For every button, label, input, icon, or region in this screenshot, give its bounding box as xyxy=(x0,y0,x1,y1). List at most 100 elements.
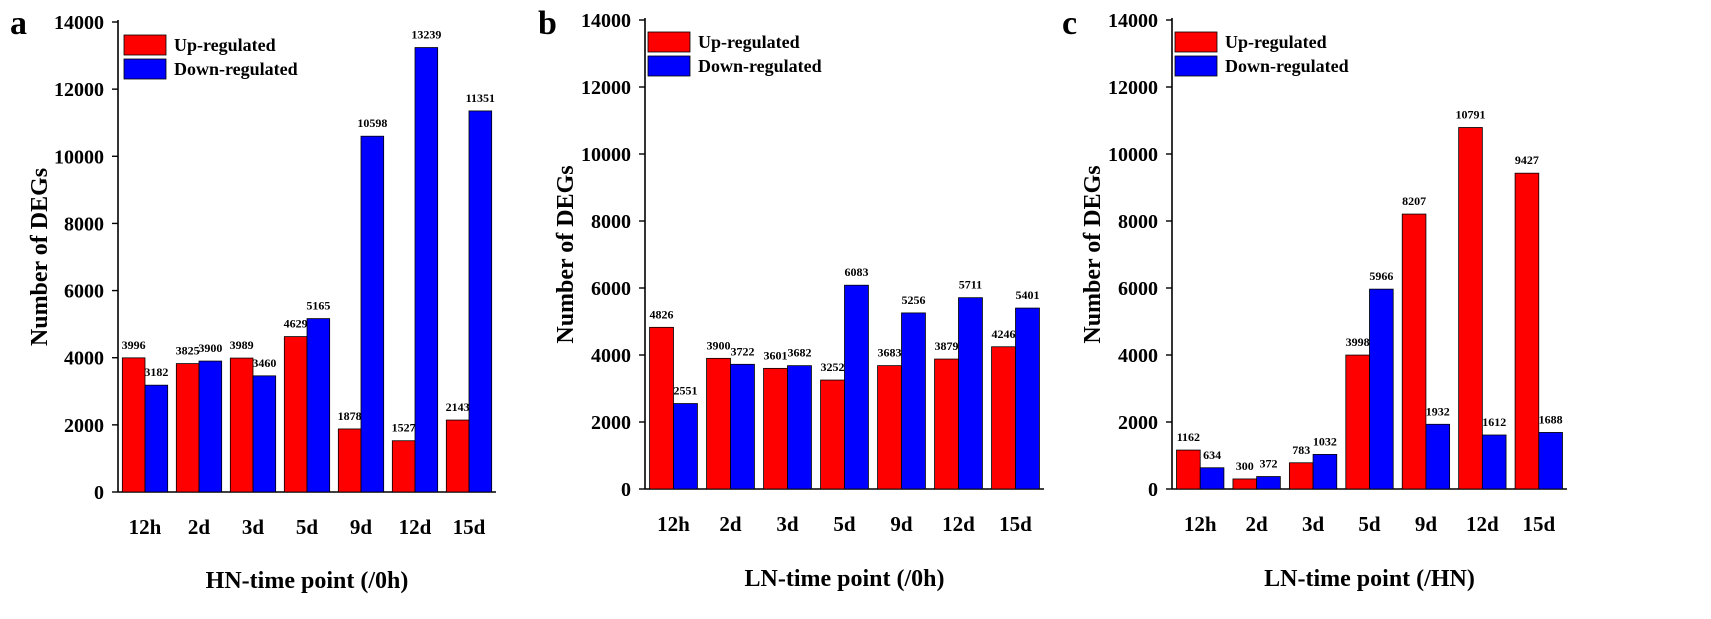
panel-b-data-label: 5401 xyxy=(1015,288,1039,302)
panel-b-data-label: 5711 xyxy=(959,278,982,292)
panel-c-legend-label: Down-regulated xyxy=(1225,56,1349,76)
panel-b-data-label: 2551 xyxy=(673,384,697,398)
panel-a-bar-up xyxy=(283,336,308,493)
panel-c-y-tick-label: 14000 xyxy=(1108,10,1158,32)
panel-a-bar-up xyxy=(445,419,470,493)
panel-c-bar-down xyxy=(1312,454,1338,490)
panel-a-x-tick-label: 15d xyxy=(453,515,486,539)
panel-b-y-tick-label: 6000 xyxy=(591,278,631,300)
panel-a-data-label: 10598 xyxy=(357,116,387,130)
panel-b-legend-swatch xyxy=(647,55,691,77)
panel-c-bar-down xyxy=(1481,434,1507,490)
panel-c-bar-down xyxy=(1425,423,1451,490)
panel-c-data-label: 5966 xyxy=(1369,269,1393,283)
panel-b-y-axis-title: Number of DEGs xyxy=(553,165,579,343)
panel-c-bar-down xyxy=(1199,467,1225,490)
panel-b-y-tick-label: 8000 xyxy=(591,211,631,233)
panel-a-data-label: 2143 xyxy=(446,400,470,414)
panel-b-x-tick-label: 5d xyxy=(833,512,856,536)
panel-a-data-label: 3996 xyxy=(122,338,146,352)
panel-a-data-label: 1878 xyxy=(338,409,362,423)
panel-c-x-tick-label: 3d xyxy=(1302,512,1325,536)
panel-c-bar-up xyxy=(1288,462,1314,490)
panel-b-y-tick-label: 0 xyxy=(621,479,631,501)
panel-a-bar-down xyxy=(468,110,493,493)
panel-a-x-tick-label: 12d xyxy=(399,515,432,539)
panel-b-legend-label: Up-regulated xyxy=(698,32,800,52)
panel-a-y-tick-label: 4000 xyxy=(64,348,104,370)
panel-b-legend-label: Down-regulated xyxy=(698,56,822,76)
panel-a-x-axis-title: HN-time point (/0h) xyxy=(206,568,409,594)
panel-b-bar-down xyxy=(844,284,869,490)
panel-c-data-label: 372 xyxy=(1259,457,1277,471)
panel-a-x-tick-label: 9d xyxy=(350,515,373,539)
panel-a-x-tick-label: 2d xyxy=(188,515,211,539)
panel-c-x-tick-label: 2d xyxy=(1246,512,1269,536)
panel-c-bar-up xyxy=(1401,213,1427,490)
panel-a-data-label: 3825 xyxy=(176,344,200,358)
panel-b-bar-down xyxy=(1015,307,1040,490)
panel-b-x-tick-label: 12h xyxy=(657,512,690,536)
panel-c-data-label: 10791 xyxy=(1456,108,1486,122)
panel-a-y-tick-label: 8000 xyxy=(64,213,104,235)
panel-a-bar-down xyxy=(252,375,277,493)
panel-b-bar-up xyxy=(934,358,959,490)
panel-b-bar-up xyxy=(763,367,788,490)
panel-b-y-tick-label: 12000 xyxy=(581,77,631,99)
panel-a-data-label: 11351 xyxy=(466,91,495,105)
panel-a-legend-label: Up-regulated xyxy=(174,35,276,55)
panel-a-data-label: 4629 xyxy=(284,317,308,331)
panel-b-x-tick-label: 2d xyxy=(719,512,742,536)
panel-a-bar-down xyxy=(306,318,331,493)
panel-b-y-tick-label: 2000 xyxy=(591,412,631,434)
panel-b-bar-down xyxy=(958,297,983,490)
panel-c-data-label: 300 xyxy=(1236,459,1254,473)
panel-c-letter: c xyxy=(1062,5,1077,42)
panel-b-data-label: 3900 xyxy=(707,338,731,352)
panel-b-data-label: 3682 xyxy=(787,346,811,360)
panel-a-y-tick-label: 14000 xyxy=(54,12,104,34)
panel-b-bar-down xyxy=(901,312,926,490)
panel-c-x-tick-label: 15d xyxy=(1522,512,1555,536)
panel-a-bar-down xyxy=(198,360,223,493)
panel-c-y-tick-label: 4000 xyxy=(1118,345,1158,367)
panel-a-data-label: 3989 xyxy=(230,338,254,352)
panel-a-bar-up xyxy=(121,357,146,493)
panel-a-legend-label: Down-regulated xyxy=(174,59,298,79)
panel-c-y-tick-label: 0 xyxy=(1148,479,1158,501)
panel-b-data-label: 3879 xyxy=(935,339,959,353)
panel-a-y-tick-label: 6000 xyxy=(64,281,104,303)
panel-c-x-axis-title: LN-time point (/HN) xyxy=(1264,566,1475,592)
panel-a-bar-down xyxy=(360,135,385,493)
panel-b-x-tick-label: 12d xyxy=(942,512,975,536)
panel-b-bar-up xyxy=(820,379,845,490)
panel-a-x-tick-label: 3d xyxy=(242,515,265,539)
panel-a-bar-down xyxy=(144,384,169,493)
panel-b-bar-down xyxy=(673,403,698,490)
panel-b-data-label: 3252 xyxy=(821,360,845,374)
panel-a-data-label: 13239 xyxy=(411,28,441,42)
panel-b-bar-up xyxy=(649,326,674,490)
panel-b-bar-up xyxy=(877,365,902,490)
panel-c-bar-up xyxy=(1176,449,1201,490)
panel-a-bar-up xyxy=(391,440,416,493)
panel-a-data-label: 3182 xyxy=(144,365,168,379)
panel-b-bar-down xyxy=(730,363,755,490)
panel-c-data-label: 1932 xyxy=(1426,404,1450,418)
panel-b-data-label: 4246 xyxy=(992,327,1016,341)
panel-c-data-label: 1688 xyxy=(1539,412,1563,426)
panel-a-data-label: 5165 xyxy=(306,299,330,313)
panel-c-data-label: 1032 xyxy=(1313,434,1337,448)
panel-b-x-axis-title: LN-time point (/0h) xyxy=(745,566,945,592)
panel-a-bar-up xyxy=(175,363,200,493)
panel-b-data-label: 4826 xyxy=(650,307,674,321)
panel-a-legend-swatch xyxy=(123,58,167,80)
panel-b-x-tick-label: 3d xyxy=(776,512,799,536)
panel-a-data-label: 1527 xyxy=(392,421,416,435)
panel-c-x-tick-label: 9d xyxy=(1415,512,1438,536)
panel-c-bar-down xyxy=(1256,476,1281,490)
panel-c-legend-label: Up-regulated xyxy=(1225,32,1327,52)
panel-a-y-tick-label: 0 xyxy=(94,482,104,504)
panel-c-data-label: 8207 xyxy=(1402,194,1426,208)
